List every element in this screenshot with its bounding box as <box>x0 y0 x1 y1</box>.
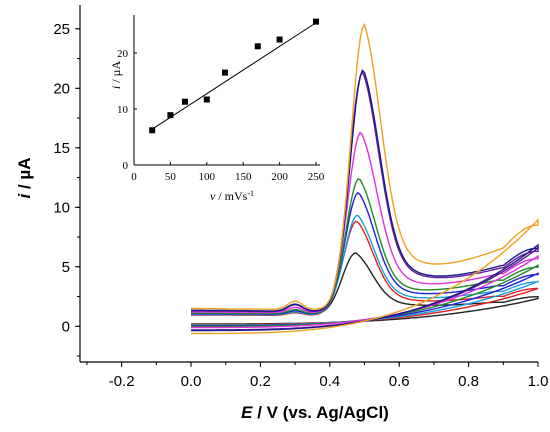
inset-regression-line <box>151 22 317 130</box>
inset-x-axis-label: v / mVs-1 <box>210 189 254 204</box>
inset-x-axis-ticks: 0 50 100 150 200 250 <box>131 162 325 183</box>
inset-x-axis-label-var: v <box>210 189 216 203</box>
main-x-axis-ticks: -0.2 0.0 0.2 0.4 0.6 0.8 1.0 <box>86 362 549 390</box>
main-cv-curves <box>190 22 539 335</box>
main-x-tick-label: 0.8 <box>458 373 479 390</box>
inset-x-tick-label: 100 <box>199 171 216 183</box>
main-y-axis-label-rest: / µA <box>15 158 34 194</box>
inset-x-tick-label: 250 <box>308 171 325 183</box>
main-x-tick-label: -0.2 <box>109 373 135 390</box>
main-y-tick-label: 25 <box>53 21 70 38</box>
inset-data-point <box>313 18 319 25</box>
main-y-tick-label: 20 <box>53 80 70 97</box>
inset-x-axis-label-sup: -1 <box>247 189 254 198</box>
inset-x-tick-label: 150 <box>235 171 252 183</box>
main-x-tick-label: 0.4 <box>319 373 340 390</box>
cv-curve-250 <box>190 22 539 335</box>
main-x-tick-label: 0.2 <box>250 373 271 390</box>
cv-curve-210 <box>190 69 539 332</box>
inset-y-axis-label: i / µA <box>109 61 123 90</box>
inset-y-tick-label: 10 <box>117 104 129 116</box>
cv-curve-170 <box>191 131 539 329</box>
inset-data-points <box>149 18 319 134</box>
inset-y-tick-label: 20 <box>117 48 129 60</box>
cv-curve-100 <box>191 191 539 327</box>
main-y-tick-label: 10 <box>53 199 70 216</box>
cv-curve-125 <box>191 178 539 327</box>
inset-data-point <box>203 96 210 103</box>
inset-y-axis-label-var: i <box>109 86 123 89</box>
main-y-tick-label: 5 <box>62 259 70 276</box>
inset-data-point <box>254 43 261 50</box>
main-y-axis-ticks: 0 5 10 15 20 25 <box>53 21 80 357</box>
inset-data-point <box>167 112 174 119</box>
main-x-tick-label: 1.0 <box>528 373 549 390</box>
main-x-axis-label-rest: / V (vs. Ag/AgCl) <box>253 403 389 422</box>
inset-x-tick-label: 200 <box>271 171 288 183</box>
inset-y-axis-ticks: 0 10 20 <box>117 48 137 172</box>
inset-data-point <box>222 69 228 76</box>
main-y-tick-label: 0 <box>62 318 70 335</box>
main-y-tick-label: 15 <box>53 140 70 157</box>
inset-data-point <box>181 98 188 105</box>
inset-axes <box>133 15 320 166</box>
main-x-tick-label: 0.6 <box>389 373 410 390</box>
main-x-axis-label: E / V (vs. Ag/AgCl) <box>241 403 389 422</box>
inset-x-tick-label: 0 <box>131 171 137 183</box>
inset-y-axis-label-rest: / µA <box>109 61 123 86</box>
inset-fit-line <box>151 22 317 130</box>
main-x-tick-label: 0.0 <box>181 373 202 390</box>
main-x-axis-label-var: E <box>241 403 253 422</box>
main-y-axis-label: i / µA <box>15 158 34 199</box>
inset-x-axis-label-rest: / mVs <box>215 189 247 203</box>
inset-data-point <box>276 36 283 43</box>
inset-data-point <box>149 127 156 134</box>
inset-y-tick-label: 0 <box>123 160 129 172</box>
inset-x-tick-label: 50 <box>165 171 177 183</box>
inset-background <box>112 13 324 205</box>
inset-plot: 0 50 100 150 200 250 0 10 20 v / mVs-1 i / µA <box>109 13 325 205</box>
main-y-axis-label-var: i <box>15 192 34 198</box>
